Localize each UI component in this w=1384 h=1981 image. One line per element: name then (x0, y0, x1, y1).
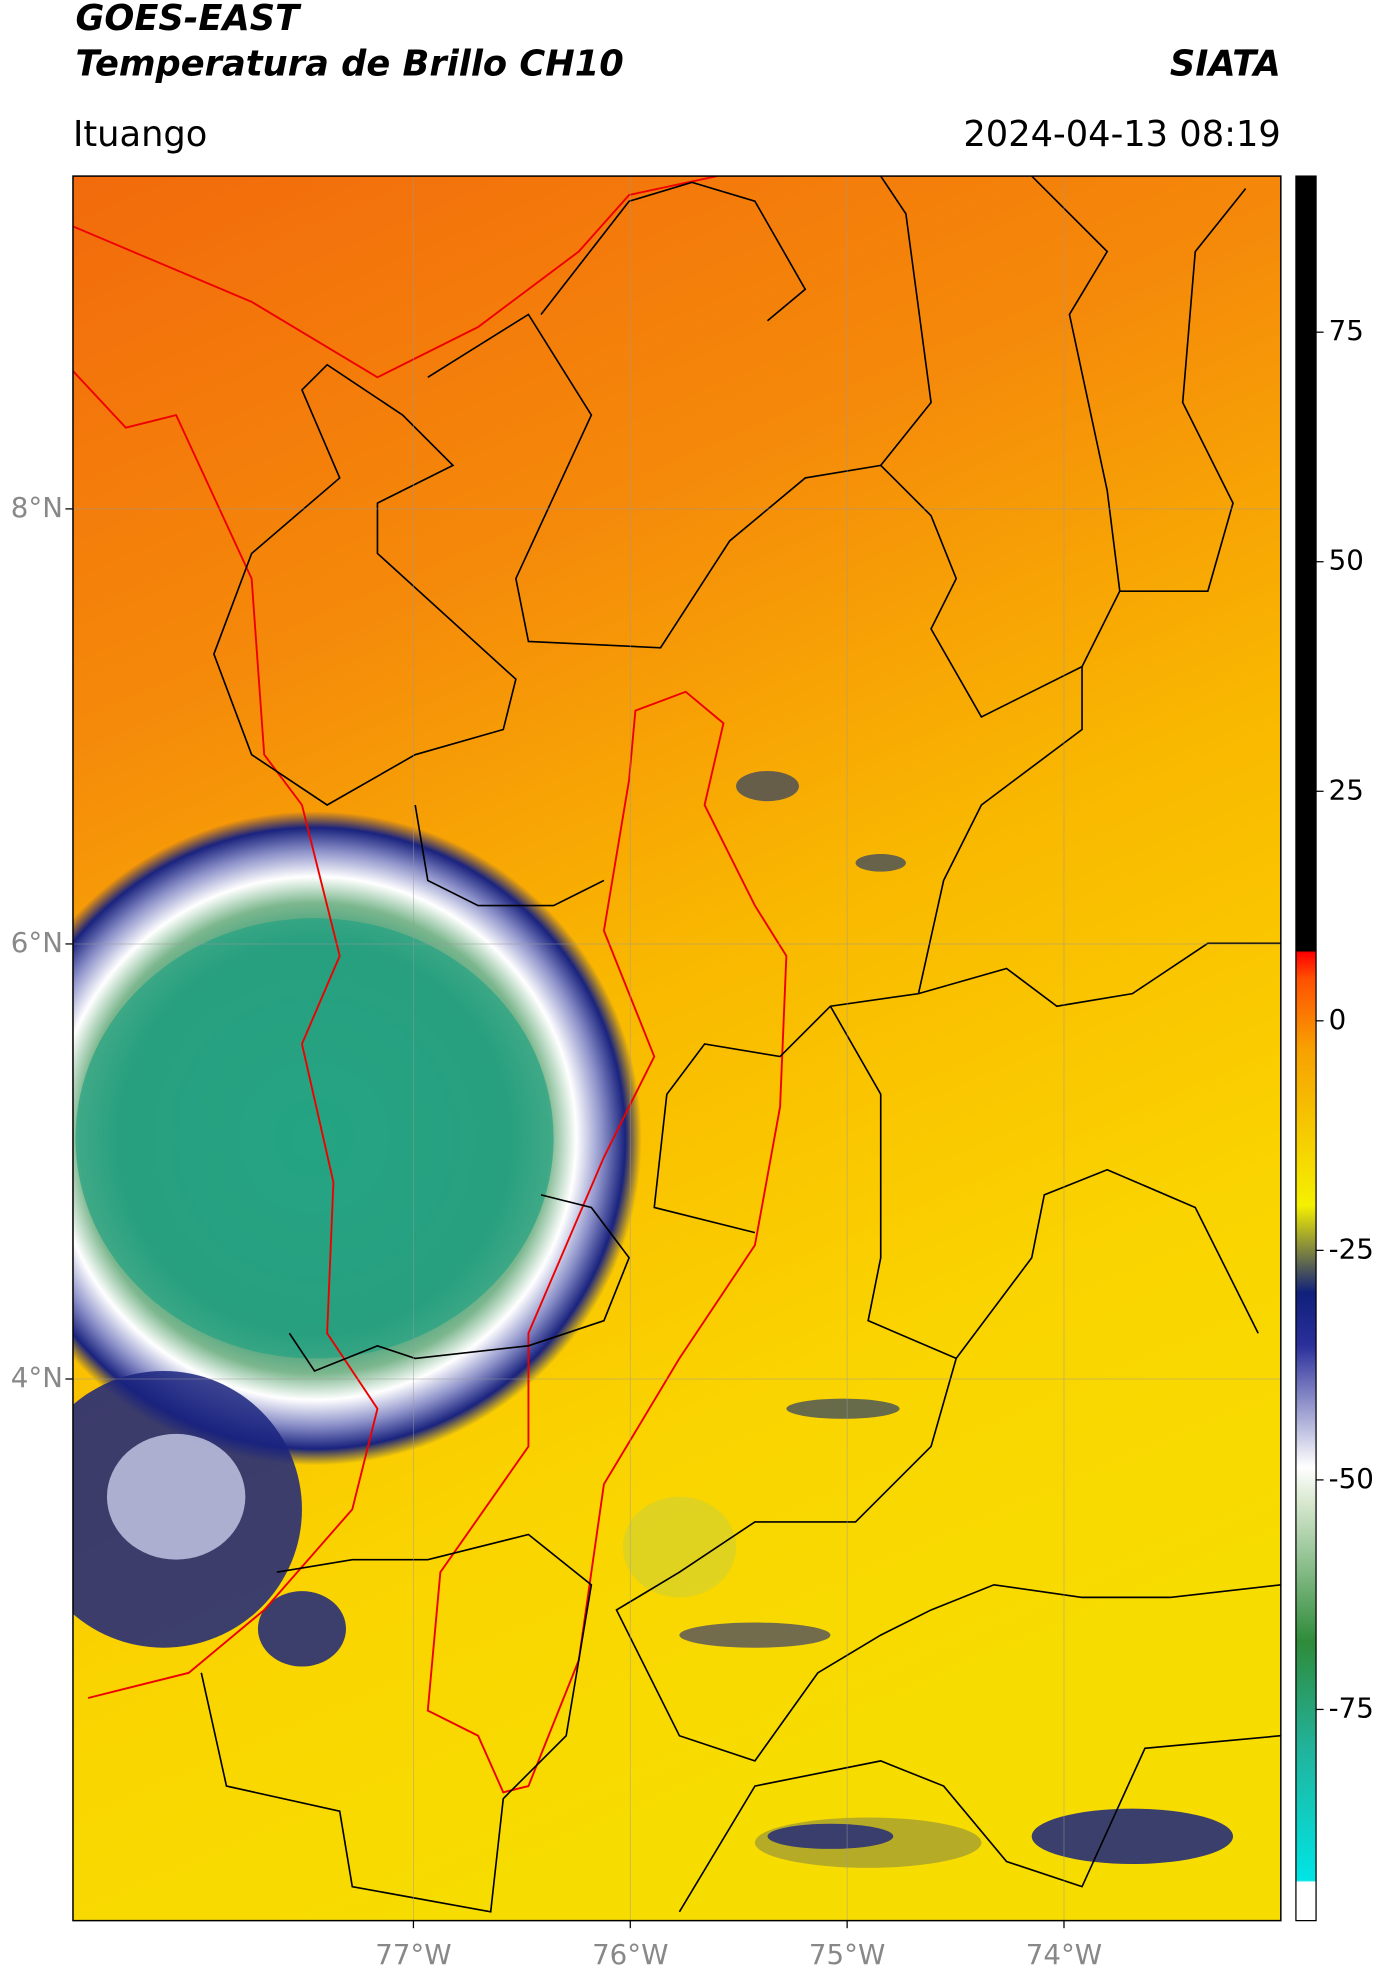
map-frame (72, 175, 1282, 1922)
map-image (72, 176, 1281, 1921)
lon-tick-label: 77°W (375, 1938, 451, 1971)
colorbar-tick-label: -50 (1329, 1462, 1374, 1495)
lat-tick-label: 8°N (11, 491, 63, 524)
lat-tick-label: 4°N (11, 1361, 63, 1394)
colorbar-ticks: 75 50 25 0 -25 -50 -75 (1316, 314, 1374, 1724)
datetime: 2024-04-13 08:19 (963, 114, 1280, 155)
colorbar (1295, 175, 1317, 1922)
colorbar-tick-label: -75 (1329, 1691, 1374, 1724)
title: GOES-EAST (75, 0, 302, 39)
colorbar-tick-label: -25 (1329, 1232, 1374, 1265)
lat-tick-label: 6°N (11, 926, 63, 959)
lon-tick-label: 74°W (1026, 1938, 1102, 1971)
lon-tick-label: 76°W (592, 1938, 668, 1971)
graticule: 77°W 76°W 75°W 74°W 8°N 6°N 4°N (11, 176, 1281, 1971)
source: SIATA (1170, 43, 1281, 84)
colorbar-tick-label: 0 (1329, 1003, 1347, 1036)
colorbar-tick-label: 50 (1329, 544, 1364, 577)
colorbar-tick-label: 25 (1329, 773, 1364, 806)
colorbar-tick-label: 75 (1329, 314, 1364, 347)
subtitle: Temperatura de Brillo CH10 (75, 43, 623, 84)
lon-tick-label: 75°W (809, 1938, 885, 1971)
location: Ituango (73, 114, 207, 155)
